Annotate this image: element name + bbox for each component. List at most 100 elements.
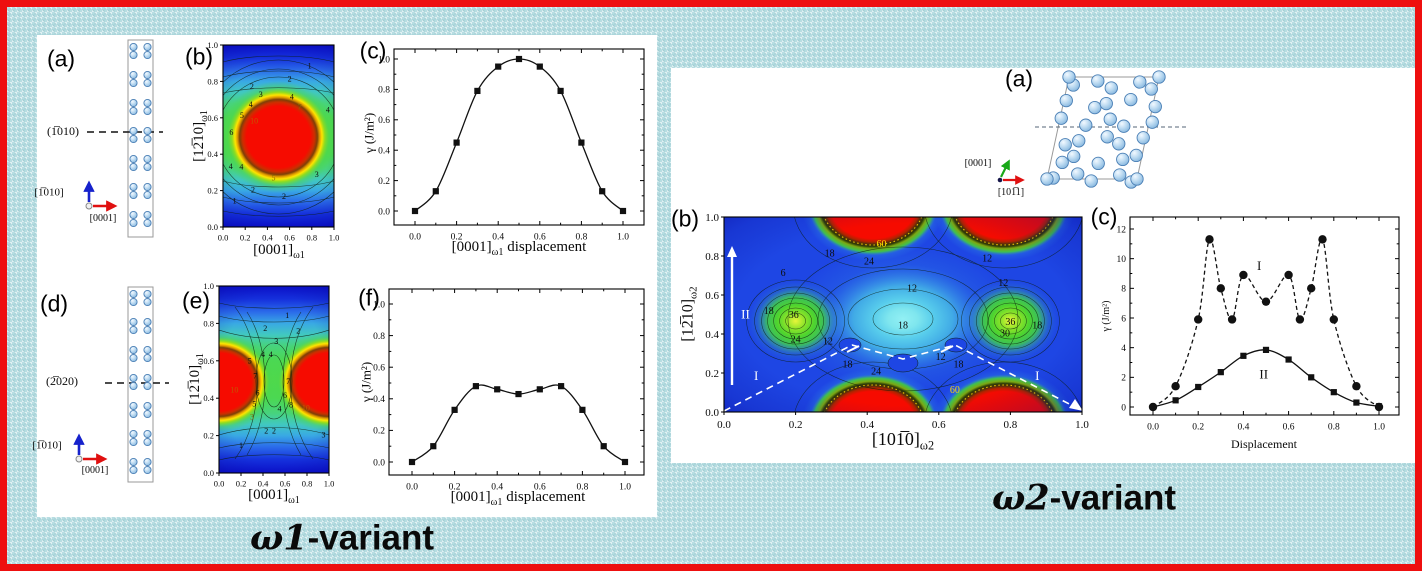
plot-frame [393,48,645,226]
atom [1103,112,1117,126]
contour-lines [746,217,1082,412]
series-line-gamma [414,58,624,212]
xlabel-plot-c: [0001]ω1 displacement [452,239,587,258]
axis-label-right-a-right: [101̅1] [997,187,1025,198]
y-tick-label: 8 [1121,285,1126,295]
region-label: II [741,307,750,322]
atom [129,429,138,439]
x-tick-label: 0.8 [302,479,313,489]
gamma-surface-plot-right-b [724,217,1082,412]
atom [129,190,138,200]
x-tick-label: 0.6 [1283,423,1295,433]
contour-level-label: 6 [283,391,287,400]
data-point-square [557,87,564,95]
contour-level-label: 12 [907,284,917,295]
xlabel-sub: ω1 [491,246,504,258]
data-point-square [1149,403,1157,411]
contour-level-label: 5 [272,174,276,183]
xlabel-sub: ω1 [293,249,305,261]
contour-level-label: 8 [289,401,293,410]
crystal-structure-d [105,286,169,483]
contour-level-label: 4 [326,105,330,114]
atom [129,409,138,419]
atom [129,78,138,88]
axis-label-a-up: [1̅010] [34,186,64,199]
y-tick-label: 0.0 [207,222,218,232]
atom [143,70,152,80]
y-tick-label: 10 [1117,255,1127,265]
atom [1112,137,1126,151]
contour-level-label: 12 [998,278,1008,289]
x-tick-label: 0.2 [236,479,247,489]
axis-label-right-a-up: [0001] [964,158,992,169]
data-point-circle [1284,270,1293,280]
y-tick-label: 0.4 [207,149,218,159]
x-tick-label: 0.6 [932,419,946,431]
x-tick-label: 0.8 [1004,419,1018,431]
ylabel-plot-right-c: γ (J/m²) [1101,300,1112,332]
contour-level-label: 6 [229,128,233,137]
data-point-circle [1329,315,1339,324]
caption-rest: -variant [1049,478,1177,518]
axis-arrow-up-icon [1000,159,1010,178]
x-tick-label: 0.6 [534,233,546,243]
gamma-max-blob [223,81,334,193]
contour-level-label: 7 [286,377,290,386]
atom [143,106,152,116]
origin-dot-icon [75,455,83,463]
atom [143,78,152,88]
y-tick-label: 0.0 [373,458,385,468]
caption-omega2-variant: ω2-variant [992,478,1176,519]
y-tick-label: 0.8 [378,86,390,96]
contour-level-label: 3 [250,413,254,422]
atom [143,373,152,383]
atom [1124,92,1138,107]
x-tick-label: 0.4 [262,233,273,243]
x-tick-label: 1.0 [1373,423,1385,433]
axis-triad-a [83,180,118,212]
contour-level-label: 6 [256,388,260,397]
y-tick-label: 0.8 [705,251,719,263]
x-tick-label: 1.0 [617,233,629,243]
y-tick-label: 0.2 [373,427,385,437]
atom [1144,82,1158,96]
atom [143,289,152,299]
contour-level-label: 18 [764,306,774,317]
contour-level-label: 6 [781,268,786,279]
contour-lines [219,302,329,461]
contour-level-label: 3 [315,170,319,179]
contour-lines [223,55,334,217]
x-tick-label: 0.6 [284,233,295,243]
data-point-square [1353,399,1360,406]
atom [1040,172,1054,186]
xlabel-sub: ω1 [288,494,300,506]
contour-level-label: 2 [251,185,255,194]
y-tick-label: 0.6 [373,364,385,374]
axis-triad-right-a [997,159,1025,185]
xlabel-main: [0001] [248,486,289,503]
atom [1091,74,1105,88]
atom [129,289,138,299]
atom [129,373,138,383]
atom [129,42,138,52]
x-tick-label: 0.0 [218,233,229,243]
atom [1136,131,1150,145]
axis-triad-d [73,433,108,465]
xlabel-plot-f: [0001]ω1 displacement [451,489,586,508]
atom [1072,134,1086,148]
atom [143,134,152,144]
crystal-structure-a [87,39,163,238]
atom [129,297,138,307]
y-tick-label: 0.8 [373,332,385,342]
atom [129,381,138,391]
contour-level-label: 12 [936,352,946,363]
data-point-square [600,443,607,450]
atom [143,437,152,447]
data-point-square [578,139,585,146]
atom [1084,174,1098,188]
contour-level-label: 18 [898,321,908,332]
y-tick-label: 2 [1121,374,1126,384]
region-label: I [754,368,758,383]
data-point-square [536,386,543,393]
y-tick-label: 0.0 [705,407,719,419]
